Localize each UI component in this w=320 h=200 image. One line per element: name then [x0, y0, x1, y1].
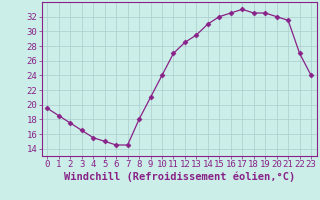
- X-axis label: Windchill (Refroidissement éolien,°C): Windchill (Refroidissement éolien,°C): [64, 172, 295, 182]
